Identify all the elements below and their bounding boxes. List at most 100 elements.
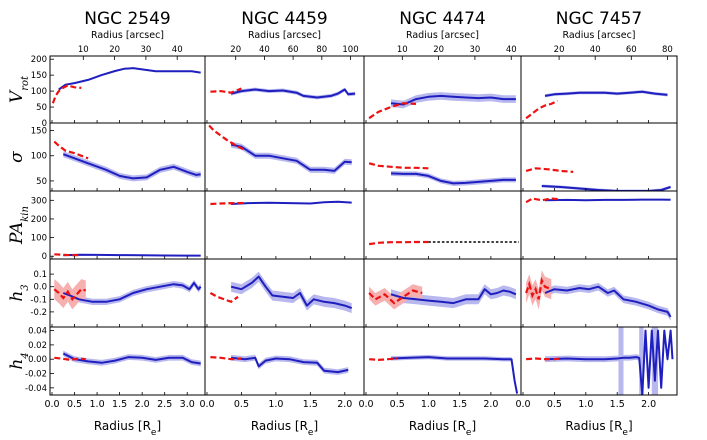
top-tick-label: 80 (662, 45, 673, 55)
lr-profile-line (544, 285, 672, 318)
row-label-pakin: PAkin (7, 206, 31, 245)
x-tick-label: 2.0 (337, 399, 352, 410)
panel-h3 (520, 258, 678, 328)
hr-profile-line (526, 357, 561, 361)
x-tick-label: 2.0 (135, 399, 150, 410)
panel-pakin (204, 190, 365, 260)
x-tick-label: 2.5 (157, 399, 172, 410)
y-tick-label: 50 (36, 177, 47, 187)
panel-vrot: 0 50 100 150 200 (31, 55, 206, 129)
x-tick-label: 0.5 (67, 399, 82, 410)
panel-frame (49, 55, 206, 124)
lr-profile-line (541, 185, 671, 191)
panel-frame (520, 326, 678, 396)
x-tick-label: 1.0 (90, 399, 105, 410)
top-tick-label: 10 (78, 45, 89, 55)
panel-vrot (204, 55, 365, 124)
panel-sigma (363, 122, 522, 192)
y-tick-label: 0.1 (33, 270, 47, 280)
panel-frame (363, 55, 522, 124)
panel-frame (520, 190, 678, 260)
hr-profile-line (53, 140, 89, 160)
row-label-h4: h4 (7, 352, 31, 369)
lr-profile-line (390, 172, 516, 185)
x-tick-label: 1.5 (452, 399, 467, 410)
lr-band-spike (618, 327, 624, 395)
lr-profile-line (544, 90, 668, 97)
x-tick-label: 1.0 (421, 399, 436, 410)
hr-profile-line (368, 102, 417, 120)
panel-h4: -0.04 -0.02 0.00 0.02 0.04 (25, 326, 206, 396)
y-tick-label: -0.2 (30, 308, 47, 318)
hr-profile-line (368, 240, 429, 246)
y-tick-label: 100 (31, 152, 47, 162)
x-tick-label: 1.5 (112, 399, 127, 410)
hr-profile-line (208, 124, 246, 151)
panel-frame (49, 190, 206, 260)
column-title: NGC 4459 (241, 9, 327, 29)
top-tick-label: 40 (172, 45, 183, 55)
x-tick-label: 0.0 (199, 399, 214, 410)
y-tick-label: 150 (31, 71, 47, 81)
lr-profile-line (230, 275, 353, 310)
lr-profile-line (62, 153, 201, 180)
lr-band-spike (651, 327, 659, 395)
y-tick-label: 50 (36, 103, 47, 113)
hr-profile-line (525, 99, 559, 120)
x-tick-label: 1.0 (578, 399, 593, 410)
hr-profile-line (368, 289, 423, 305)
top-tick-label: 30 (470, 45, 481, 55)
y-tick-label: 0.02 (28, 341, 47, 351)
top-tick-label: 40 (259, 45, 270, 55)
hr-profile-line (210, 356, 242, 361)
hr-profile-line (54, 253, 79, 257)
hr-profile-line (51, 84, 82, 104)
top-axis-title: Radius [arcsec] (562, 30, 635, 41)
lr-profile-line (62, 281, 202, 303)
lr-profile-line (63, 253, 201, 257)
lr-profile-line (231, 200, 352, 205)
lr-profile-line (58, 67, 201, 91)
lr-profile-line (230, 356, 349, 374)
lr-profile-line (230, 143, 352, 172)
x-tick-label: 1.5 (610, 399, 625, 410)
column-title: NGC 4474 (399, 9, 485, 29)
lr-profile-line (390, 356, 519, 394)
top-axis-title: Radius [arcsec] (406, 30, 479, 41)
top-axis-title: Radius [arcsec] (91, 30, 164, 41)
panel-vrot (363, 55, 522, 124)
lr-uncertainty-band (545, 327, 673, 395)
top-tick-label: 20 (230, 45, 241, 55)
hr-profile-line (209, 292, 239, 304)
hr-uncertainty-band (369, 284, 423, 310)
x-tick-label: 1.5 (303, 399, 318, 410)
lr-uncertainty-band (545, 282, 671, 321)
top-tick-label: 10 (397, 45, 408, 55)
panel-pakin (520, 190, 678, 260)
y-tick-label: 0 (42, 252, 47, 262)
panel-h3 (363, 258, 522, 328)
lr-profile-line (544, 329, 674, 395)
top-tick-label: 100 (342, 45, 358, 55)
hr-profile-line (525, 276, 552, 300)
panel-frame (363, 190, 522, 260)
column-title: NGC 7457 (556, 9, 642, 29)
y-tick-label: 300 (31, 196, 47, 206)
x-axis-title: Radius [Re] (565, 419, 632, 438)
panel-frame (520, 55, 678, 124)
hr-profile-line (368, 162, 429, 170)
top-tick-label: 20 (433, 45, 444, 55)
row-label-h3: h3 (7, 284, 31, 301)
y-tick-label: 150 (31, 127, 47, 137)
panel-h4 (520, 326, 678, 396)
hr-profile-line (210, 87, 242, 94)
row-label-vrot: Vrot (7, 75, 31, 103)
x-tick-label: 0.0 (358, 399, 373, 410)
hr-profile-line (53, 287, 87, 302)
x-axis-title: Radius [Re] (94, 419, 161, 438)
x-axis-title: Radius [Re] (409, 419, 476, 438)
x-axis-title: Radius [Re] (251, 419, 318, 438)
hr-profile-line (210, 201, 245, 206)
y-tick-label: -0.04 (25, 384, 47, 394)
panel-h3 (204, 258, 365, 328)
